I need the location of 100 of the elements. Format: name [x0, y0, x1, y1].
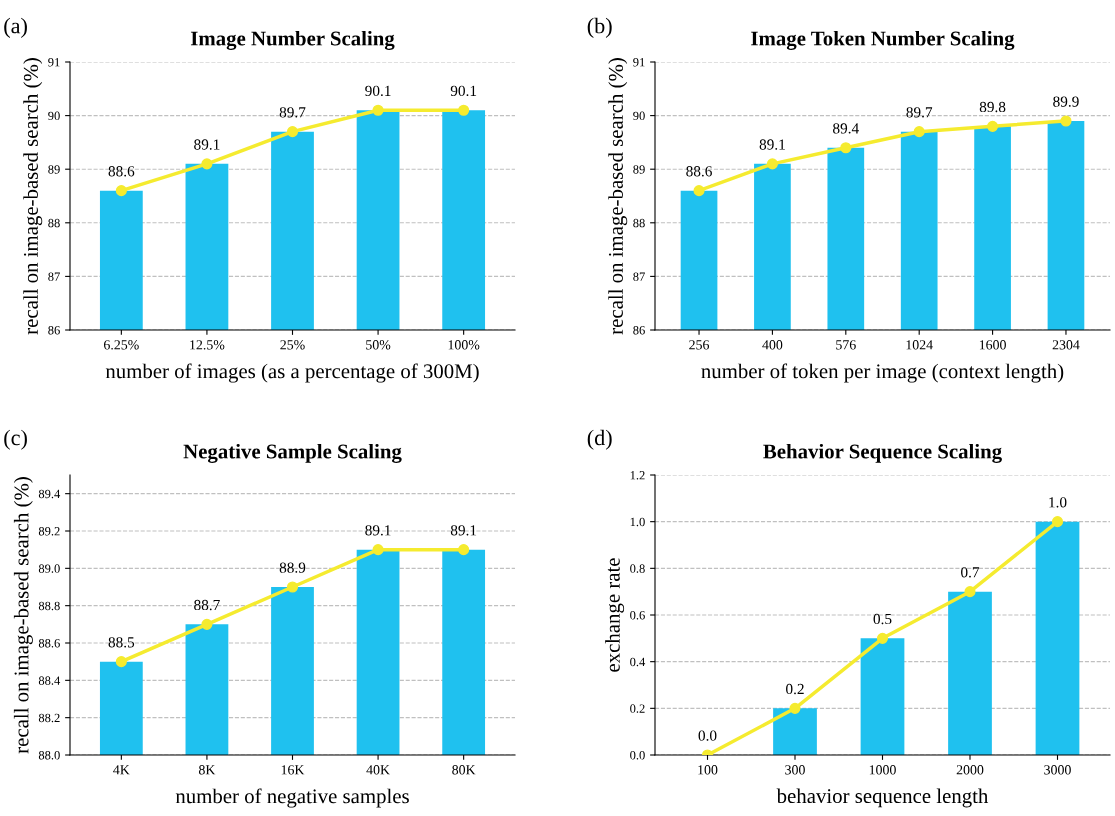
y-tick-label: 0.2 — [630, 704, 645, 713]
point — [840, 142, 852, 154]
data-label: 88.9 — [279, 562, 306, 573]
y-tick-label: 91 — [48, 58, 60, 67]
x-axis-title: behavior sequence length — [776, 788, 989, 808]
x-tick-label: 50% — [366, 340, 391, 350]
y-tick-label: 89.0 — [38, 564, 60, 573]
x-tick-label: 100 — [698, 765, 718, 775]
point — [766, 158, 778, 170]
data-label: 89.1 — [759, 139, 785, 150]
y-tick-label: 88 — [48, 218, 60, 228]
data-label: 88.7 — [194, 599, 220, 611]
y-tick-label: 1.0 — [630, 517, 645, 527]
point — [372, 544, 384, 556]
bar — [1035, 521, 1080, 755]
x-tick-label: 16K — [281, 765, 305, 775]
data-label: 88.6 — [108, 166, 135, 177]
data-label: 0.0 — [698, 730, 717, 741]
chart-title: Image Token Number Scaling — [751, 30, 1015, 50]
x-tick-label: 2304 — [1052, 340, 1080, 350]
point — [372, 104, 384, 116]
x-tick-label: 1000 — [869, 765, 896, 775]
data-label: 89.1 — [194, 139, 220, 150]
y-tick-label: 0.4 — [630, 657, 646, 667]
y-tick-label: 87 — [48, 272, 60, 281]
point — [876, 632, 889, 644]
y-tick-label: 86 — [633, 326, 645, 335]
y-tick-label: 90 — [48, 111, 60, 121]
point — [1051, 516, 1064, 528]
point — [201, 618, 213, 630]
x-tick-label: 300 — [785, 765, 805, 775]
point — [693, 185, 705, 197]
data-label: 1.0 — [1049, 497, 1067, 508]
x-tick-label: 576 — [836, 340, 856, 350]
point — [913, 126, 925, 138]
y-tick-label: 89 — [633, 165, 645, 174]
data-label: 88.6 — [686, 166, 712, 177]
x-tick-label: 25% — [280, 340, 305, 350]
y-tick-label: 0.8 — [630, 564, 645, 573]
bar — [948, 591, 992, 755]
text: (b) — [587, 17, 612, 38]
point — [987, 120, 999, 132]
text: (d) — [587, 429, 612, 450]
data-label: 89.7 — [906, 107, 933, 118]
x-tick-label: 256 — [689, 340, 710, 350]
y-tick-label: 88.6 — [38, 639, 60, 648]
bar — [860, 638, 905, 755]
chart-title: Image Number Scaling — [190, 30, 395, 50]
point — [789, 702, 801, 714]
point — [964, 586, 976, 598]
y-tick-label: 1.2 — [630, 471, 645, 480]
point — [458, 544, 470, 556]
text: (a) — [4, 17, 27, 38]
y-tick-label: 88.2 — [38, 713, 60, 723]
y-tick-label: 87 — [633, 272, 645, 281]
x-tick-label: 3000 — [1044, 765, 1071, 775]
data-label: 0.2 — [786, 683, 804, 695]
data-label: 89.9 — [1053, 96, 1079, 107]
y-tick-label: 86 — [48, 326, 60, 335]
y-tick-label: 89 — [48, 165, 60, 174]
point — [115, 185, 127, 197]
x-tick-label: 12.5% — [190, 340, 225, 350]
data-label: 0.7 — [961, 567, 980, 578]
x-axis-title: number of images (as a percentage of 300M) — [105, 363, 479, 383]
data-label: 89.1 — [365, 525, 391, 536]
bar — [773, 708, 817, 755]
data-label: 89.7 — [279, 107, 306, 118]
y-tick-label: 88.0 — [38, 751, 60, 760]
y-tick-label: 89.4 — [38, 489, 61, 499]
x-tick-label: 1600 — [979, 340, 1006, 350]
point — [1060, 115, 1072, 127]
point — [286, 581, 299, 593]
x-tick-label: 100% — [448, 340, 480, 350]
data-label: 88.5 — [108, 637, 135, 648]
x-tick-label: 2000 — [956, 765, 984, 775]
data-label: 89.4 — [833, 123, 859, 134]
x-tick-label: 6.25% — [104, 340, 139, 350]
data-label: 0.5 — [873, 613, 892, 625]
y-axis-title: recall on image-based search (%) — [13, 477, 33, 754]
y-axis-title: exchange rate — [605, 558, 625, 672]
point — [115, 656, 127, 668]
chart-title: Negative Sample Scaling — [183, 443, 402, 463]
y-tick-label: 88.4 — [38, 676, 61, 685]
y-tick-label: 91 — [633, 58, 645, 67]
x-tick-label: 40K — [366, 765, 390, 775]
text: (c) — [4, 429, 27, 450]
x-axis-title: number of token per image (context length) — [701, 363, 1064, 383]
x-axis-title: number of negative samples — [175, 788, 409, 808]
y-tick-label: 90 — [633, 111, 645, 121]
chart-title: Behavior Sequence Scaling — [763, 443, 1002, 463]
y-tick-label: 0.0 — [630, 751, 645, 760]
point — [286, 126, 299, 138]
y-axis-title: recall on image-based search (%) — [23, 58, 43, 335]
y-axis-title: recall on image-based search (%) — [608, 58, 628, 335]
data-label: 89.1 — [450, 525, 477, 536]
y-tick-label: 89.2 — [38, 527, 60, 536]
point — [458, 104, 470, 116]
data-label: 90.1 — [450, 85, 477, 97]
y-tick-label: 0.6 — [630, 611, 645, 620]
point — [201, 158, 213, 170]
